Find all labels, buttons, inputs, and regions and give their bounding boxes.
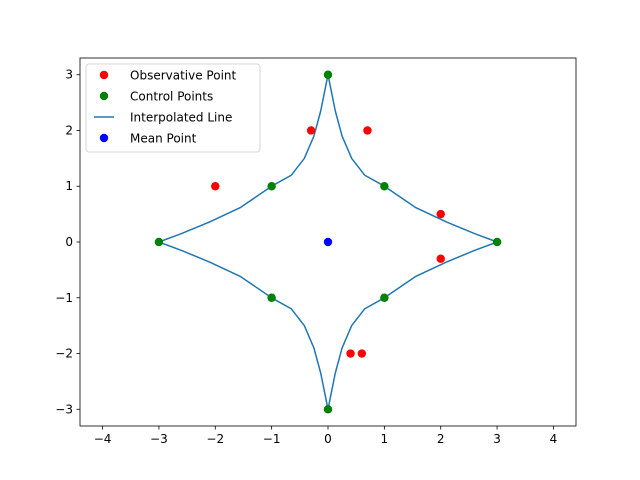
- point-control-points: [380, 293, 389, 302]
- x-tick-label: 1: [381, 432, 389, 446]
- legend-label-control-points: Control Points: [130, 90, 213, 104]
- legend-label-interpolated-line: Interpolated Line: [130, 111, 232, 125]
- point-observative-point: [436, 254, 445, 263]
- point-control-points: [267, 293, 276, 302]
- legend-marker-mean-point: [99, 133, 109, 143]
- y-tick-label: −2: [55, 347, 73, 361]
- x-tick-label: 2: [437, 432, 445, 446]
- x-tick-label: 3: [493, 432, 501, 446]
- x-tick-label: −4: [94, 432, 112, 446]
- point-mean-point: [323, 237, 333, 247]
- point-observative-point: [211, 182, 220, 191]
- point-control-points: [323, 70, 333, 79]
- legend-label-observative-point: Observative Point: [130, 69, 237, 83]
- y-tick-label: 0: [65, 235, 73, 249]
- y-tick-label: 1: [65, 179, 73, 193]
- x-tick-label: 4: [550, 432, 558, 446]
- plot-area: [154, 70, 502, 414]
- x-tick-label: −2: [206, 432, 224, 446]
- point-control-points: [380, 182, 389, 191]
- point-observative-point: [436, 209, 445, 219]
- y-tick-label: 2: [65, 123, 73, 137]
- y-tick-label: −3: [55, 402, 73, 416]
- x-tick-label: 0: [324, 432, 332, 446]
- legend: Observative Point Control Points Interpola…: [85, 63, 261, 153]
- point-observative-point: [357, 349, 367, 358]
- point-observative-point: [346, 349, 355, 358]
- point-control-points: [323, 405, 333, 414]
- point-control-points: [267, 182, 276, 191]
- legend-marker-observative-point: [99, 70, 109, 80]
- point-control-points: [492, 237, 502, 247]
- legend-box: [85, 63, 261, 153]
- x-tick-label: −3: [150, 432, 168, 446]
- y-tick-label: 3: [65, 68, 73, 82]
- axis-ticks: −4 −3 −2 −1 0 1 2 3 4 −3 −2 −1 0 1 2 3: [55, 68, 557, 446]
- y-tick-label: −1: [55, 291, 73, 305]
- point-control-points: [154, 237, 164, 247]
- point-observative-point: [306, 126, 316, 135]
- legend-label-mean-point: Mean Point: [130, 132, 197, 146]
- point-observative-point: [363, 126, 372, 135]
- legend-marker-control-points: [99, 91, 109, 101]
- x-tick-label: −1: [263, 432, 281, 446]
